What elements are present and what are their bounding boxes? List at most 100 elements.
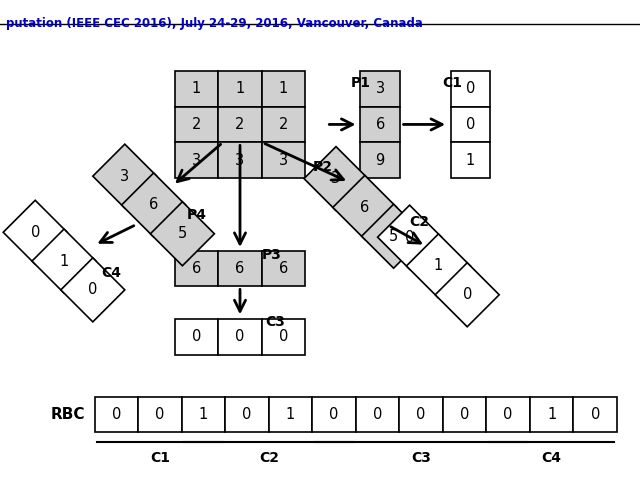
Text: 0: 0 [279, 329, 288, 344]
Bar [312, 397, 356, 432]
Text: 3: 3 [236, 153, 244, 167]
Bar [451, 142, 490, 178]
Bar [175, 71, 218, 106]
Text: 0: 0 [330, 407, 339, 422]
Text: 0: 0 [88, 283, 97, 297]
Text: C3: C3 [265, 315, 285, 329]
Polygon shape [362, 204, 426, 268]
Bar [262, 319, 305, 354]
Text: P2: P2 [313, 160, 333, 174]
Bar [182, 397, 225, 432]
Text: C1: C1 [150, 451, 170, 466]
Bar [451, 107, 490, 142]
Polygon shape [32, 229, 96, 293]
Text: C4: C4 [541, 451, 562, 466]
Text: 1: 1 [434, 259, 443, 273]
Bar [486, 397, 530, 432]
Bar [399, 397, 443, 432]
Bar [262, 251, 305, 286]
Text: P1: P1 [350, 76, 371, 90]
Polygon shape [3, 200, 67, 264]
Text: 6: 6 [149, 198, 158, 212]
Text: 0: 0 [156, 407, 164, 422]
Text: RBC: RBC [51, 407, 85, 422]
Bar [175, 107, 218, 142]
Text: 0: 0 [504, 407, 513, 422]
Bar [175, 142, 218, 178]
Text: 1: 1 [286, 407, 295, 422]
Bar [262, 142, 305, 178]
Text: 6: 6 [192, 261, 201, 276]
Text: 3: 3 [192, 153, 201, 167]
Text: 2: 2 [236, 117, 244, 132]
Text: 2: 2 [279, 117, 288, 132]
Bar [218, 107, 262, 142]
Text: 0: 0 [417, 407, 426, 422]
Bar [443, 397, 486, 432]
Text: 3: 3 [376, 81, 385, 96]
Text: C1: C1 [442, 76, 462, 90]
Polygon shape [406, 234, 470, 298]
Text: 0: 0 [236, 329, 244, 344]
Text: 1: 1 [547, 407, 556, 422]
Bar [138, 397, 182, 432]
Bar [360, 142, 400, 178]
Bar [95, 397, 138, 432]
Text: 0: 0 [466, 117, 475, 132]
Text: 1: 1 [192, 81, 201, 96]
Bar [356, 397, 399, 432]
Text: 0: 0 [466, 81, 475, 96]
Polygon shape [378, 205, 442, 269]
Text: 0: 0 [192, 329, 201, 344]
Text: 6: 6 [376, 117, 385, 132]
Polygon shape [304, 146, 368, 211]
Text: 6: 6 [236, 261, 244, 276]
Text: 0: 0 [405, 230, 414, 244]
Text: 2: 2 [192, 117, 201, 132]
Text: 3: 3 [120, 169, 129, 183]
Text: 6: 6 [279, 261, 288, 276]
Text: 0: 0 [31, 225, 40, 240]
Text: C2: C2 [259, 451, 279, 466]
Text: 1: 1 [236, 81, 244, 96]
Text: 5: 5 [178, 226, 187, 241]
Bar [218, 71, 262, 106]
Text: 1: 1 [279, 81, 288, 96]
Text: C2: C2 [410, 215, 429, 229]
Text: 1: 1 [199, 407, 208, 422]
Polygon shape [150, 202, 214, 266]
Bar [175, 319, 218, 354]
Text: 1: 1 [466, 153, 475, 167]
Bar [225, 397, 269, 432]
Text: C4: C4 [101, 266, 121, 280]
Bar [360, 107, 400, 142]
Bar [175, 251, 218, 286]
Text: 6: 6 [360, 200, 369, 215]
Text: 3: 3 [279, 153, 288, 167]
Text: 0: 0 [591, 407, 600, 422]
Text: 3: 3 [332, 171, 340, 186]
Polygon shape [93, 144, 157, 208]
Text: C3: C3 [411, 451, 431, 466]
Bar [218, 142, 262, 178]
Text: P3: P3 [262, 248, 282, 262]
Bar [573, 397, 617, 432]
Bar [262, 71, 305, 106]
Text: 0: 0 [373, 407, 382, 422]
Bar [530, 397, 573, 432]
Text: P4: P4 [187, 208, 207, 222]
Text: 0: 0 [460, 407, 469, 422]
Bar [218, 251, 262, 286]
Text: 0: 0 [243, 407, 252, 422]
Bar [262, 107, 305, 142]
Polygon shape [122, 173, 186, 237]
Polygon shape [333, 175, 397, 240]
Text: 9: 9 [376, 153, 385, 167]
Polygon shape [435, 263, 499, 327]
Bar [218, 319, 262, 354]
Text: 5: 5 [389, 229, 398, 244]
Bar [451, 71, 490, 106]
Text: 0: 0 [112, 407, 121, 422]
Text: putation (IEEE CEC 2016), July 24-29, 2016, Vancouver, Canada: putation (IEEE CEC 2016), July 24-29, 20… [6, 17, 423, 30]
Bar [269, 397, 312, 432]
